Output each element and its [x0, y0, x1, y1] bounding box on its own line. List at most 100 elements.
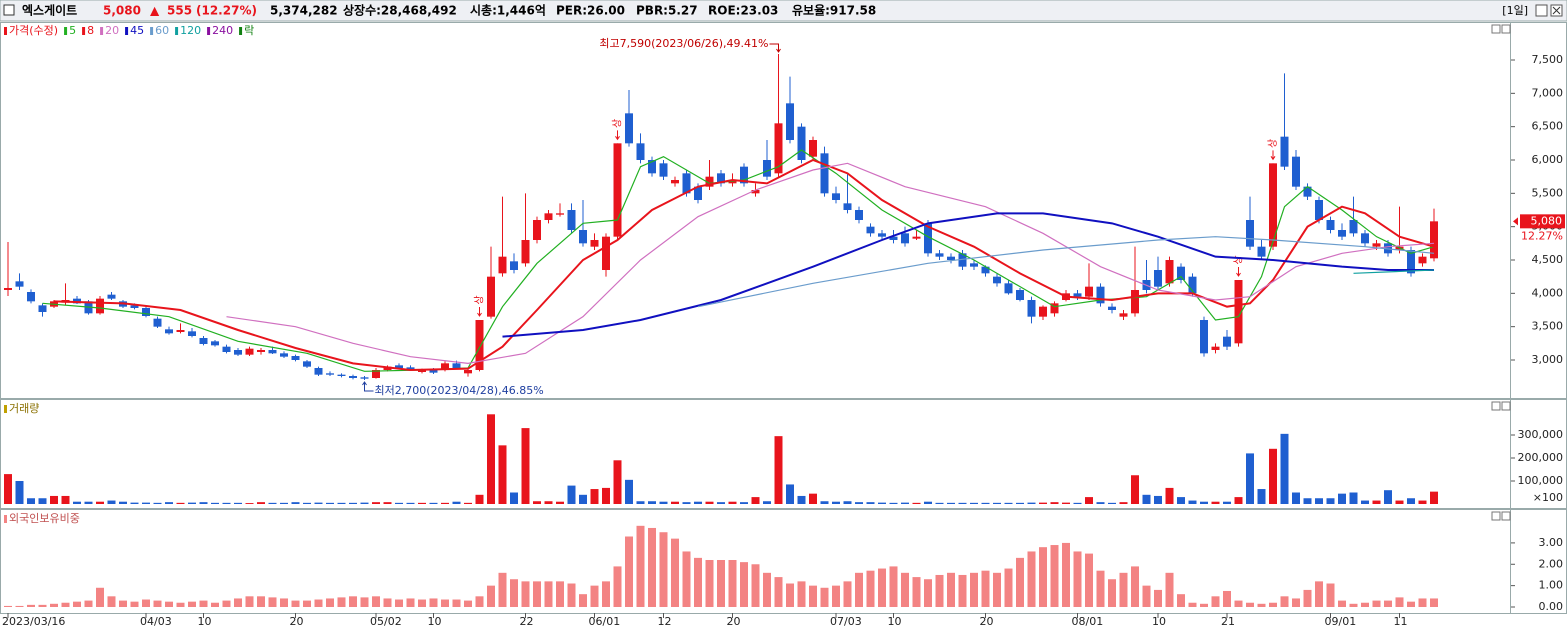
candle-body	[199, 338, 208, 344]
volume-bar	[1303, 498, 1312, 504]
candle-body	[4, 288, 12, 290]
candle-body	[429, 370, 438, 373]
panel-button[interactable]	[1491, 24, 1501, 34]
volume-bar	[682, 502, 691, 504]
legend-label: 120	[180, 24, 201, 37]
foreign-bar	[602, 581, 610, 607]
y-tick-label: 0.00	[1539, 600, 1564, 613]
x-tick-label: 20	[290, 615, 304, 628]
volume-bar	[1062, 502, 1070, 504]
volume-bar	[1131, 475, 1139, 504]
volume-unit: ×100	[1533, 491, 1563, 504]
foreign-bar	[119, 600, 127, 607]
candle-body	[1349, 220, 1358, 234]
candle-body	[1430, 221, 1438, 259]
volume-bar	[590, 489, 599, 504]
x-tick-label: 10	[1152, 615, 1166, 628]
foreign-bar	[924, 579, 932, 607]
legend-label: 60	[155, 24, 169, 37]
panel-button[interactable]	[1501, 511, 1511, 521]
volume-bar	[797, 495, 806, 504]
candle-body	[291, 356, 300, 360]
roe: ROE:23.03	[708, 4, 778, 18]
volume-bar	[705, 501, 714, 504]
limit-up-mark: 상	[474, 295, 486, 304]
change: 555	[167, 4, 192, 18]
foreign-bar	[153, 600, 162, 607]
volume-bar	[544, 501, 553, 504]
foreign-bar	[1073, 551, 1082, 607]
panel-button[interactable]	[1501, 401, 1511, 411]
candle-body	[1016, 290, 1024, 300]
candle-body	[1131, 290, 1139, 314]
y-tick-label: 3.00	[1539, 536, 1564, 549]
panel-button[interactable]	[1491, 401, 1501, 411]
candle-body	[211, 341, 219, 346]
foreign-bar	[15, 605, 24, 607]
price-panel	[0, 22, 1567, 399]
candle-body	[1303, 186, 1312, 197]
candle-body	[694, 186, 702, 200]
legend-swatch	[125, 27, 129, 35]
header-bar	[0, 0, 1567, 22]
volume-bar	[418, 502, 426, 504]
foreign-bar	[613, 566, 622, 607]
period[interactable]: [1일]	[1502, 3, 1528, 17]
volume-bar	[1280, 433, 1289, 504]
legend-label: 가격(수정)	[9, 24, 58, 37]
volume-bar	[556, 501, 564, 504]
panel-button[interactable]	[1491, 511, 1501, 521]
foreign-bar	[636, 525, 645, 607]
foreign-bar	[303, 600, 311, 607]
candle-body	[924, 223, 932, 254]
volume-bar	[73, 501, 81, 504]
volume-bar	[1234, 497, 1243, 504]
foreign-bar	[556, 581, 564, 607]
foreign-bar	[38, 604, 47, 607]
foreign-bar	[1257, 603, 1266, 607]
foreign-bar	[429, 598, 438, 607]
foreign-bar	[786, 583, 794, 607]
volume-bar	[1039, 502, 1047, 504]
foreign-bar	[1027, 551, 1036, 607]
x-tick-label: 11	[1394, 615, 1408, 628]
candle-body	[843, 203, 852, 210]
legend-swatch	[175, 27, 179, 35]
low-annotation: 최저2,700(2023/04/28),46.85%	[375, 384, 544, 397]
candle-body	[268, 350, 277, 354]
foreign-bar	[349, 596, 357, 607]
candle-body	[521, 240, 530, 264]
volume-bar	[96, 501, 104, 504]
y-tick-label: 200,000	[1518, 451, 1564, 464]
panel-button[interactable]	[1501, 24, 1511, 34]
foreign-bar	[222, 600, 231, 607]
volume-bar	[303, 502, 311, 504]
foreign-bar	[1315, 581, 1323, 607]
per: PER:26.00	[556, 4, 625, 18]
candle-body	[337, 374, 346, 376]
candle-body	[1234, 280, 1243, 344]
foreign-bar	[291, 600, 300, 607]
volume-bar	[1430, 491, 1438, 504]
foreign-bar	[441, 599, 449, 607]
volume-bar	[406, 502, 415, 504]
maximize-button[interactable]	[1535, 4, 1548, 17]
checkbox[interactable]	[3, 4, 15, 16]
candle-body	[958, 253, 967, 267]
foreign-bar	[1085, 553, 1093, 607]
volume-bar	[268, 502, 277, 504]
foreign-bar	[487, 585, 495, 607]
foreign-bar	[165, 601, 173, 607]
volume-bar	[475, 494, 484, 504]
price-tag	[1520, 214, 1565, 229]
legend-label: 락	[244, 24, 254, 37]
volume-bar	[1257, 489, 1266, 504]
foreign-bar	[1142, 585, 1151, 607]
candle-body	[222, 346, 231, 352]
candle-body	[1280, 136, 1289, 167]
x-tick-label: 07/03	[830, 615, 862, 628]
foreign-bar	[1430, 598, 1438, 607]
candle-body	[1338, 230, 1346, 237]
candle-body	[705, 176, 714, 187]
y-tick-label: 6,000	[1532, 153, 1564, 166]
